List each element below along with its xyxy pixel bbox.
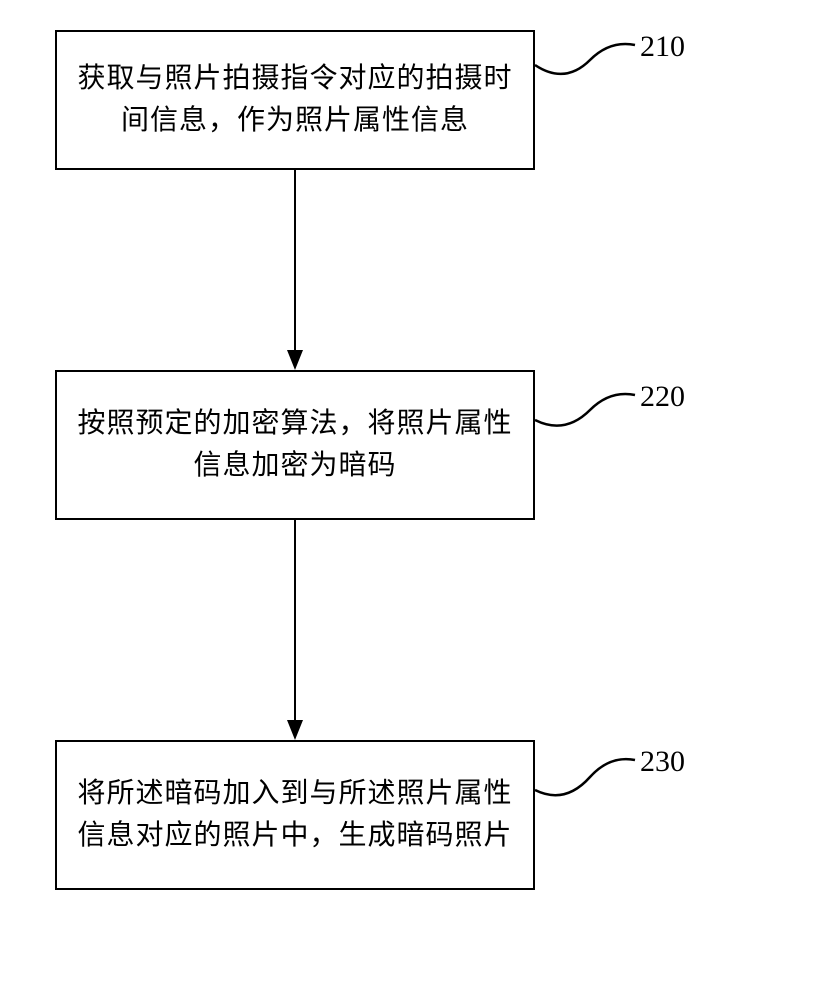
flowchart-step-3: 将所述暗码加入到与所述照片属性 信息对应的照片中，生成暗码照片 [55,740,535,890]
step-2-line1: 按照预定的加密算法，将照片属性 [77,408,512,439]
step-3-label: 230 [640,745,685,779]
step-1-line1: 获取与照片拍摄指令对应的拍摄时 [77,63,512,94]
step-1-text: 获取与照片拍摄指令对应的拍摄时 间信息，作为照片属性信息 [77,58,512,142]
callout-3 [535,745,640,805]
step-3-text: 将所述暗码加入到与所述照片属性 信息对应的照片中，生成暗码照片 [77,773,512,857]
step-1-line2: 间信息，作为照片属性信息 [121,105,469,136]
callout-1 [535,30,640,90]
step-2-label: 220 [640,380,685,414]
flowchart-container: 获取与照片拍摄指令对应的拍摄时 间信息，作为照片属性信息 210 按照预定的加密… [0,0,822,1000]
arrow-2-to-3 [285,520,305,740]
step-2-text: 按照预定的加密算法，将照片属性 信息加密为暗码 [77,403,512,487]
flowchart-step-2: 按照预定的加密算法，将照片属性 信息加密为暗码 [55,370,535,520]
step-2-line2: 信息加密为暗码 [193,450,396,481]
flowchart-step-1: 获取与照片拍摄指令对应的拍摄时 间信息，作为照片属性信息 [55,30,535,170]
callout-2 [535,380,640,440]
step-3-line2: 信息对应的照片中，生成暗码照片 [77,820,512,851]
step-1-label: 210 [640,30,685,64]
arrow-1-to-2 [285,170,305,370]
step-3-line1: 将所述暗码加入到与所述照片属性 [77,778,512,809]
